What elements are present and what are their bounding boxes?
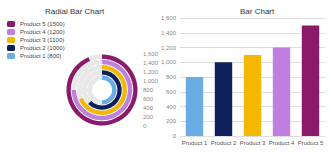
svg-text:Radial Bar Chart: Radial Bar Chart	[45, 7, 105, 16]
svg-text:200: 200	[166, 118, 177, 124]
svg-text:1,400: 1,400	[161, 30, 177, 36]
svg-text:1,000: 1,000	[143, 78, 159, 84]
svg-text:800: 800	[166, 74, 177, 80]
svg-text:400: 400	[166, 104, 177, 110]
svg-text:Product 3: Product 3	[240, 140, 266, 146]
svg-text:Product 4: Product 4	[269, 140, 295, 146]
svg-text:0: 0	[173, 133, 177, 139]
svg-text:Bar Chart: Bar Chart	[240, 7, 275, 16]
svg-text:800: 800	[143, 87, 154, 93]
svg-text:1,000: 1,000	[161, 59, 177, 65]
svg-text:1,600: 1,600	[143, 51, 159, 57]
svg-text:Product 5 (1500): Product 5 (1500)	[20, 21, 65, 27]
svg-text:Product 3 (1100): Product 3 (1100)	[20, 37, 64, 43]
svg-text:0: 0	[143, 123, 147, 129]
svg-text:Product 1 (800): Product 1 (800)	[20, 53, 61, 59]
svg-text:400: 400	[143, 105, 154, 111]
svg-text:Product 4 (1200): Product 4 (1200)	[20, 29, 65, 35]
svg-text:600: 600	[166, 89, 177, 95]
svg-text:1,400: 1,400	[143, 60, 159, 66]
svg-text:600: 600	[143, 96, 154, 102]
svg-text:200: 200	[143, 114, 154, 120]
svg-text:Product 2: Product 2	[211, 140, 237, 146]
svg-text:Product 2 (1000): Product 2 (1000)	[20, 45, 65, 51]
svg-text:1,600: 1,600	[161, 15, 177, 21]
svg-text:Product 1: Product 1	[182, 140, 208, 146]
svg-text:Product 5: Product 5	[298, 140, 324, 146]
svg-text:1,200: 1,200	[143, 69, 159, 75]
svg-text:1,200: 1,200	[161, 45, 177, 51]
